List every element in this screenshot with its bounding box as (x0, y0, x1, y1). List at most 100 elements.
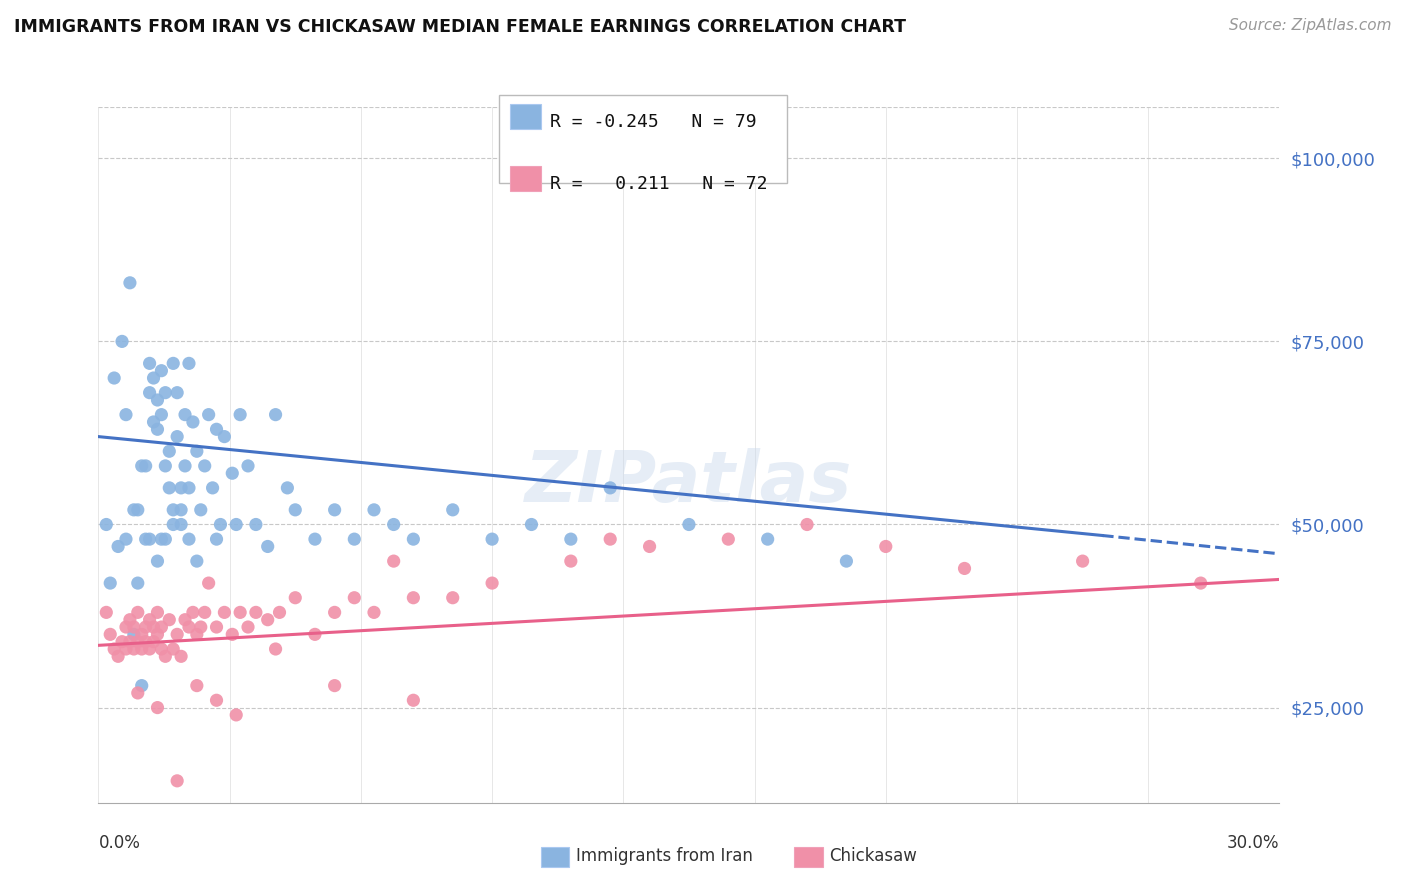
Point (127, 606, 149, 620)
Point (96, 606, 118, 620)
Point (197, 576, 219, 591)
Text: Immigrants from Iran: Immigrants from Iran (576, 847, 754, 865)
Point (214, 606, 236, 620)
Point (138, 532, 160, 546)
Point (236, 458, 259, 473)
Point (560, 532, 582, 546)
Point (520, 517, 543, 532)
Point (402, 693, 425, 707)
Text: 0.0%: 0.0% (98, 834, 141, 852)
Point (382, 554, 405, 568)
Point (138, 642, 160, 657)
Point (323, 503, 346, 517)
Text: ZIPatlas: ZIPatlas (526, 449, 852, 517)
Point (214, 429, 236, 443)
Point (225, 707, 247, 722)
Point (363, 503, 385, 517)
Point (107, 540, 129, 554)
Point (135, 458, 157, 473)
Point (146, 554, 169, 568)
Point (441, 591, 464, 605)
Point (155, 649, 177, 664)
Point (157, 444, 180, 458)
Point (146, 392, 169, 407)
Point (142, 634, 165, 648)
Point (111, 334, 134, 349)
Point (205, 532, 228, 546)
Point (107, 649, 129, 664)
Point (150, 642, 173, 657)
Point (138, 613, 160, 627)
Text: 30.0%: 30.0% (1227, 834, 1279, 852)
Point (229, 408, 252, 422)
Point (162, 356, 184, 370)
Point (181, 415, 204, 429)
Point (402, 532, 425, 546)
Point (131, 679, 153, 693)
Point (245, 517, 267, 532)
Point (127, 686, 149, 700)
Point (166, 429, 188, 443)
Point (174, 408, 197, 422)
Point (1189, 576, 1212, 591)
Point (174, 613, 197, 627)
Point (142, 415, 165, 429)
Point (162, 642, 184, 657)
Point (678, 517, 700, 532)
Point (150, 620, 173, 634)
Point (142, 371, 165, 385)
Point (166, 627, 188, 641)
Point (146, 422, 169, 436)
Point (98, 627, 121, 641)
Point (481, 532, 503, 546)
Point (170, 481, 193, 495)
Point (162, 517, 184, 532)
Point (131, 458, 153, 473)
Point (875, 540, 897, 554)
Text: R =   0.211   N = 72: R = 0.211 N = 72 (550, 175, 768, 193)
Point (146, 606, 169, 620)
Point (142, 620, 165, 634)
Point (194, 458, 217, 473)
Point (103, 642, 125, 657)
Point (225, 517, 247, 532)
Point (186, 627, 208, 641)
Point (186, 554, 208, 568)
Text: Source: ZipAtlas.com: Source: ZipAtlas.com (1229, 18, 1392, 33)
Point (269, 606, 291, 620)
Point (150, 364, 173, 378)
Point (170, 503, 193, 517)
Point (323, 606, 346, 620)
Point (166, 385, 188, 400)
Point (402, 591, 425, 605)
Point (441, 503, 464, 517)
Point (835, 554, 858, 568)
Point (599, 481, 621, 495)
Point (1071, 554, 1094, 568)
Point (796, 517, 818, 532)
Point (190, 503, 212, 517)
Point (118, 276, 141, 290)
Point (221, 627, 243, 641)
Point (150, 532, 173, 546)
Point (186, 444, 208, 458)
Point (122, 642, 145, 657)
Point (127, 634, 149, 648)
Point (155, 458, 177, 473)
Point (756, 532, 779, 546)
Point (190, 620, 212, 634)
Point (201, 481, 224, 495)
Point (284, 503, 307, 517)
Point (245, 606, 267, 620)
Point (205, 620, 228, 634)
Point (118, 634, 141, 648)
Point (118, 613, 141, 627)
Point (638, 540, 661, 554)
Point (181, 606, 204, 620)
Point (264, 408, 287, 422)
Point (122, 627, 145, 641)
Point (174, 458, 197, 473)
Point (98, 576, 121, 591)
Point (157, 481, 180, 495)
Point (177, 356, 200, 370)
